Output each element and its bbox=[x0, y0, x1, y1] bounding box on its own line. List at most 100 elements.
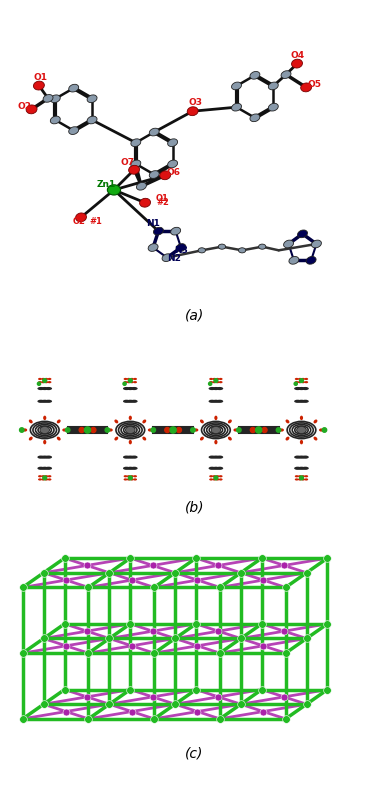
Circle shape bbox=[105, 428, 110, 432]
Circle shape bbox=[123, 382, 126, 385]
Ellipse shape bbox=[284, 240, 294, 248]
Ellipse shape bbox=[41, 387, 48, 390]
Ellipse shape bbox=[129, 416, 132, 420]
Ellipse shape bbox=[124, 378, 128, 380]
Ellipse shape bbox=[209, 455, 216, 458]
Ellipse shape bbox=[289, 256, 299, 264]
Ellipse shape bbox=[306, 256, 316, 264]
Text: Zn1: Zn1 bbox=[96, 180, 116, 189]
Ellipse shape bbox=[29, 420, 33, 424]
Text: (b): (b) bbox=[185, 501, 204, 514]
Ellipse shape bbox=[304, 381, 308, 383]
Ellipse shape bbox=[297, 427, 306, 433]
Circle shape bbox=[256, 427, 262, 433]
Ellipse shape bbox=[211, 427, 221, 433]
Ellipse shape bbox=[37, 387, 44, 390]
Ellipse shape bbox=[200, 420, 204, 424]
Ellipse shape bbox=[228, 436, 232, 440]
Circle shape bbox=[19, 428, 24, 432]
Ellipse shape bbox=[149, 170, 159, 178]
Ellipse shape bbox=[123, 387, 130, 390]
Ellipse shape bbox=[304, 475, 308, 477]
Ellipse shape bbox=[219, 475, 223, 477]
Ellipse shape bbox=[137, 182, 146, 190]
Circle shape bbox=[128, 476, 132, 480]
Ellipse shape bbox=[295, 475, 299, 477]
Ellipse shape bbox=[38, 378, 42, 380]
Ellipse shape bbox=[216, 381, 219, 383]
Ellipse shape bbox=[41, 455, 48, 458]
Ellipse shape bbox=[41, 475, 45, 477]
Ellipse shape bbox=[127, 381, 131, 383]
Ellipse shape bbox=[41, 381, 45, 383]
Circle shape bbox=[214, 379, 218, 383]
Ellipse shape bbox=[44, 381, 48, 383]
Ellipse shape bbox=[209, 400, 216, 403]
Circle shape bbox=[177, 428, 182, 432]
Ellipse shape bbox=[44, 475, 48, 477]
Circle shape bbox=[322, 428, 327, 432]
Ellipse shape bbox=[302, 387, 309, 390]
Ellipse shape bbox=[57, 420, 61, 424]
Circle shape bbox=[300, 379, 303, 383]
Ellipse shape bbox=[114, 436, 118, 440]
Ellipse shape bbox=[212, 455, 219, 458]
Ellipse shape bbox=[142, 420, 146, 424]
Ellipse shape bbox=[301, 475, 305, 477]
Circle shape bbox=[151, 428, 156, 432]
Ellipse shape bbox=[160, 171, 171, 180]
Ellipse shape bbox=[38, 478, 42, 481]
Ellipse shape bbox=[233, 428, 238, 432]
Circle shape bbox=[43, 379, 47, 383]
Ellipse shape bbox=[301, 83, 312, 92]
Ellipse shape bbox=[133, 381, 137, 383]
Ellipse shape bbox=[140, 198, 151, 208]
Ellipse shape bbox=[219, 478, 223, 481]
Ellipse shape bbox=[228, 420, 232, 424]
Circle shape bbox=[251, 428, 256, 432]
Ellipse shape bbox=[212, 381, 216, 383]
Ellipse shape bbox=[219, 381, 223, 383]
Text: O2: O2 bbox=[18, 103, 32, 111]
Ellipse shape bbox=[133, 475, 137, 477]
Ellipse shape bbox=[286, 436, 289, 440]
Ellipse shape bbox=[187, 107, 198, 116]
Ellipse shape bbox=[216, 387, 223, 390]
Ellipse shape bbox=[209, 475, 213, 477]
Ellipse shape bbox=[127, 478, 131, 481]
Ellipse shape bbox=[45, 466, 52, 470]
Ellipse shape bbox=[286, 420, 289, 424]
Circle shape bbox=[43, 476, 47, 480]
Text: (c): (c) bbox=[185, 746, 204, 761]
Ellipse shape bbox=[124, 475, 128, 477]
Ellipse shape bbox=[216, 400, 223, 403]
Ellipse shape bbox=[231, 82, 242, 90]
Ellipse shape bbox=[108, 428, 113, 432]
Ellipse shape bbox=[131, 139, 141, 147]
Ellipse shape bbox=[23, 428, 27, 432]
Ellipse shape bbox=[126, 427, 135, 433]
Text: O2: O2 bbox=[73, 217, 86, 226]
Ellipse shape bbox=[302, 400, 309, 403]
Ellipse shape bbox=[50, 95, 60, 103]
Ellipse shape bbox=[212, 387, 219, 390]
Ellipse shape bbox=[168, 139, 178, 147]
Ellipse shape bbox=[212, 478, 216, 481]
Ellipse shape bbox=[168, 160, 178, 168]
Circle shape bbox=[170, 427, 176, 433]
Ellipse shape bbox=[142, 436, 146, 440]
Circle shape bbox=[85, 428, 90, 432]
Ellipse shape bbox=[212, 466, 219, 470]
Ellipse shape bbox=[295, 478, 299, 481]
Ellipse shape bbox=[127, 475, 131, 477]
Ellipse shape bbox=[130, 378, 134, 380]
Circle shape bbox=[91, 428, 96, 432]
Text: O4: O4 bbox=[291, 50, 305, 60]
Ellipse shape bbox=[133, 378, 137, 380]
Ellipse shape bbox=[38, 381, 42, 383]
Ellipse shape bbox=[231, 103, 242, 111]
Ellipse shape bbox=[124, 478, 128, 481]
Ellipse shape bbox=[131, 455, 138, 458]
Ellipse shape bbox=[47, 378, 51, 380]
Ellipse shape bbox=[214, 416, 217, 420]
